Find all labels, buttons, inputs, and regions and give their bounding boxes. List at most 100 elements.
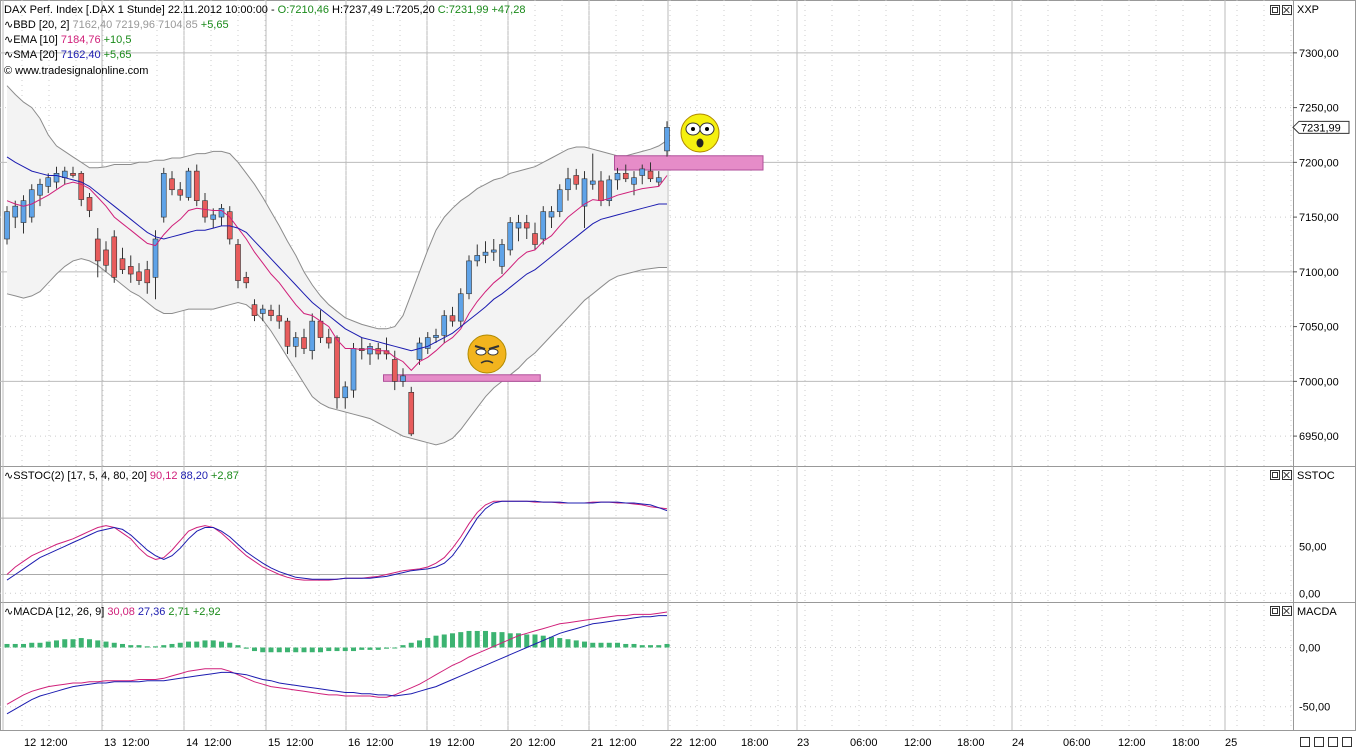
macd-histogram-bar xyxy=(499,632,505,648)
candle-body xyxy=(284,320,291,347)
candle-body xyxy=(367,346,373,355)
macd-histogram-bar xyxy=(417,640,422,648)
macd-histogram-bar xyxy=(615,642,620,648)
candle-body xyxy=(375,348,382,355)
macd-histogram-bar xyxy=(103,641,109,648)
macd-legend: ∿MACDA [12, 26, 9] 30,08 27,36 2,71 +2,92 xyxy=(4,605,224,619)
sma-line xyxy=(6,156,667,352)
support-zone xyxy=(614,155,764,171)
macd-histogram-bar xyxy=(37,642,43,648)
macd-histogram-bar xyxy=(177,642,183,648)
candle-body xyxy=(251,304,258,316)
legend-part: +5,65 xyxy=(103,49,132,61)
macd-histogram-bar xyxy=(367,647,373,650)
price-tick-label: 7300,00 xyxy=(1299,48,1339,60)
macd-histogram-bar xyxy=(359,647,365,650)
macd-histogram-bar xyxy=(285,647,290,653)
macd-histogram-bar xyxy=(598,642,604,648)
candle-body xyxy=(548,211,555,218)
scroll-right-button[interactable] xyxy=(1314,737,1324,747)
macd-histogram-bar xyxy=(227,642,233,648)
macd-histogram-bar xyxy=(582,641,587,648)
brow xyxy=(474,345,486,350)
candle-body xyxy=(111,236,118,278)
macd-histogram-bar xyxy=(664,643,670,648)
legend-part: 7162,40 xyxy=(60,49,101,61)
x-tick-label: 12:00 xyxy=(528,737,556,749)
price-title-line: DAX Perf. Index [.DAX 1 Stunde] 22.11.201… xyxy=(4,3,528,17)
candle-body xyxy=(515,222,522,229)
macd-histogram-bar xyxy=(392,647,398,649)
macd-histogram-bar xyxy=(128,645,134,648)
macd-histogram-bar xyxy=(342,647,348,652)
candle-body xyxy=(400,375,406,382)
candle-body xyxy=(334,337,340,399)
candle-body xyxy=(424,337,431,349)
legend-part: C:7231,99 xyxy=(437,4,489,16)
macd-histogram-bar xyxy=(144,646,150,648)
macd-histogram-bar xyxy=(656,645,662,648)
macd-pane-maximize-button[interactable] xyxy=(1270,606,1280,616)
macd-histogram-bar xyxy=(243,647,249,649)
candle-body xyxy=(103,249,109,266)
candle-body xyxy=(45,177,52,187)
x-tick-label: 18:00 xyxy=(957,737,985,749)
macd-axis-label: MACDA xyxy=(1297,606,1337,618)
candle-body xyxy=(556,189,563,212)
zoom-button[interactable] xyxy=(1328,737,1338,747)
legend-part: 7184,76 xyxy=(60,34,101,46)
candle-body xyxy=(127,266,134,275)
candle-body xyxy=(20,200,27,223)
macd-histogram-bar xyxy=(408,642,414,648)
candle-body xyxy=(532,233,538,245)
macd-histogram-bar xyxy=(161,645,167,648)
brow xyxy=(488,345,500,350)
price-tick-label: 7200,00 xyxy=(1299,157,1339,169)
macd-histogram-bar xyxy=(524,634,530,648)
macd-histogram-bar xyxy=(219,641,224,648)
price-pane-close-button[interactable] xyxy=(1282,5,1292,15)
sstoc-pane-maximize-button[interactable] xyxy=(1270,470,1280,480)
candle-body xyxy=(259,308,266,314)
legend-part: 7162,40 xyxy=(72,19,113,31)
candle-body xyxy=(490,249,497,253)
macd-histogram-bar xyxy=(194,641,200,648)
legend-part: 88,20 xyxy=(180,470,208,482)
candle-body xyxy=(86,197,93,211)
sstoc-pane-close-button[interactable] xyxy=(1282,470,1292,480)
macd-signal-line xyxy=(6,615,667,715)
candle-body xyxy=(193,170,200,201)
candle-body xyxy=(482,251,489,256)
support-zone xyxy=(383,374,541,382)
macd-histogram-bar xyxy=(153,646,158,648)
bbd-legend: ∿BBD [20, 2] 7162,40 7219,96 7104,85 +5,65 xyxy=(4,18,232,32)
x-tick-label: 21 xyxy=(591,737,603,749)
candle-body xyxy=(573,175,580,185)
legend-part: ∿BBD [20, 2] xyxy=(4,19,70,31)
bollinger-lower-line xyxy=(6,258,667,446)
candle-body xyxy=(144,269,151,284)
legend-part: 90,12 xyxy=(149,470,178,482)
sstoc-tick-label: 0,00 xyxy=(1299,588,1320,600)
eye xyxy=(475,348,487,356)
scroll-left-button[interactable] xyxy=(1300,737,1310,747)
eye xyxy=(487,348,499,356)
macd-pane-close-button[interactable] xyxy=(1282,606,1292,616)
macd-histogram-bar xyxy=(309,647,315,653)
candle-body xyxy=(268,309,274,316)
candle-body xyxy=(457,293,464,322)
sstoc-axis-label: SSTOC xyxy=(1297,470,1335,482)
x-tick-label: 12:00 xyxy=(609,737,637,749)
x-tick-label: 12:00 xyxy=(204,737,232,749)
candle-body xyxy=(301,337,307,349)
macd-histogram-bar xyxy=(70,639,76,648)
macd-histogram-bar xyxy=(639,645,645,648)
price-pane-maximize-button[interactable] xyxy=(1270,5,1280,15)
macd-histogram-bar xyxy=(441,634,447,648)
candle-body xyxy=(540,211,547,240)
candle-body xyxy=(94,238,101,262)
candle-body xyxy=(210,214,217,220)
fit-button[interactable] xyxy=(1342,737,1352,747)
candle-body xyxy=(391,359,398,382)
macd-histogram-bar xyxy=(549,636,554,648)
